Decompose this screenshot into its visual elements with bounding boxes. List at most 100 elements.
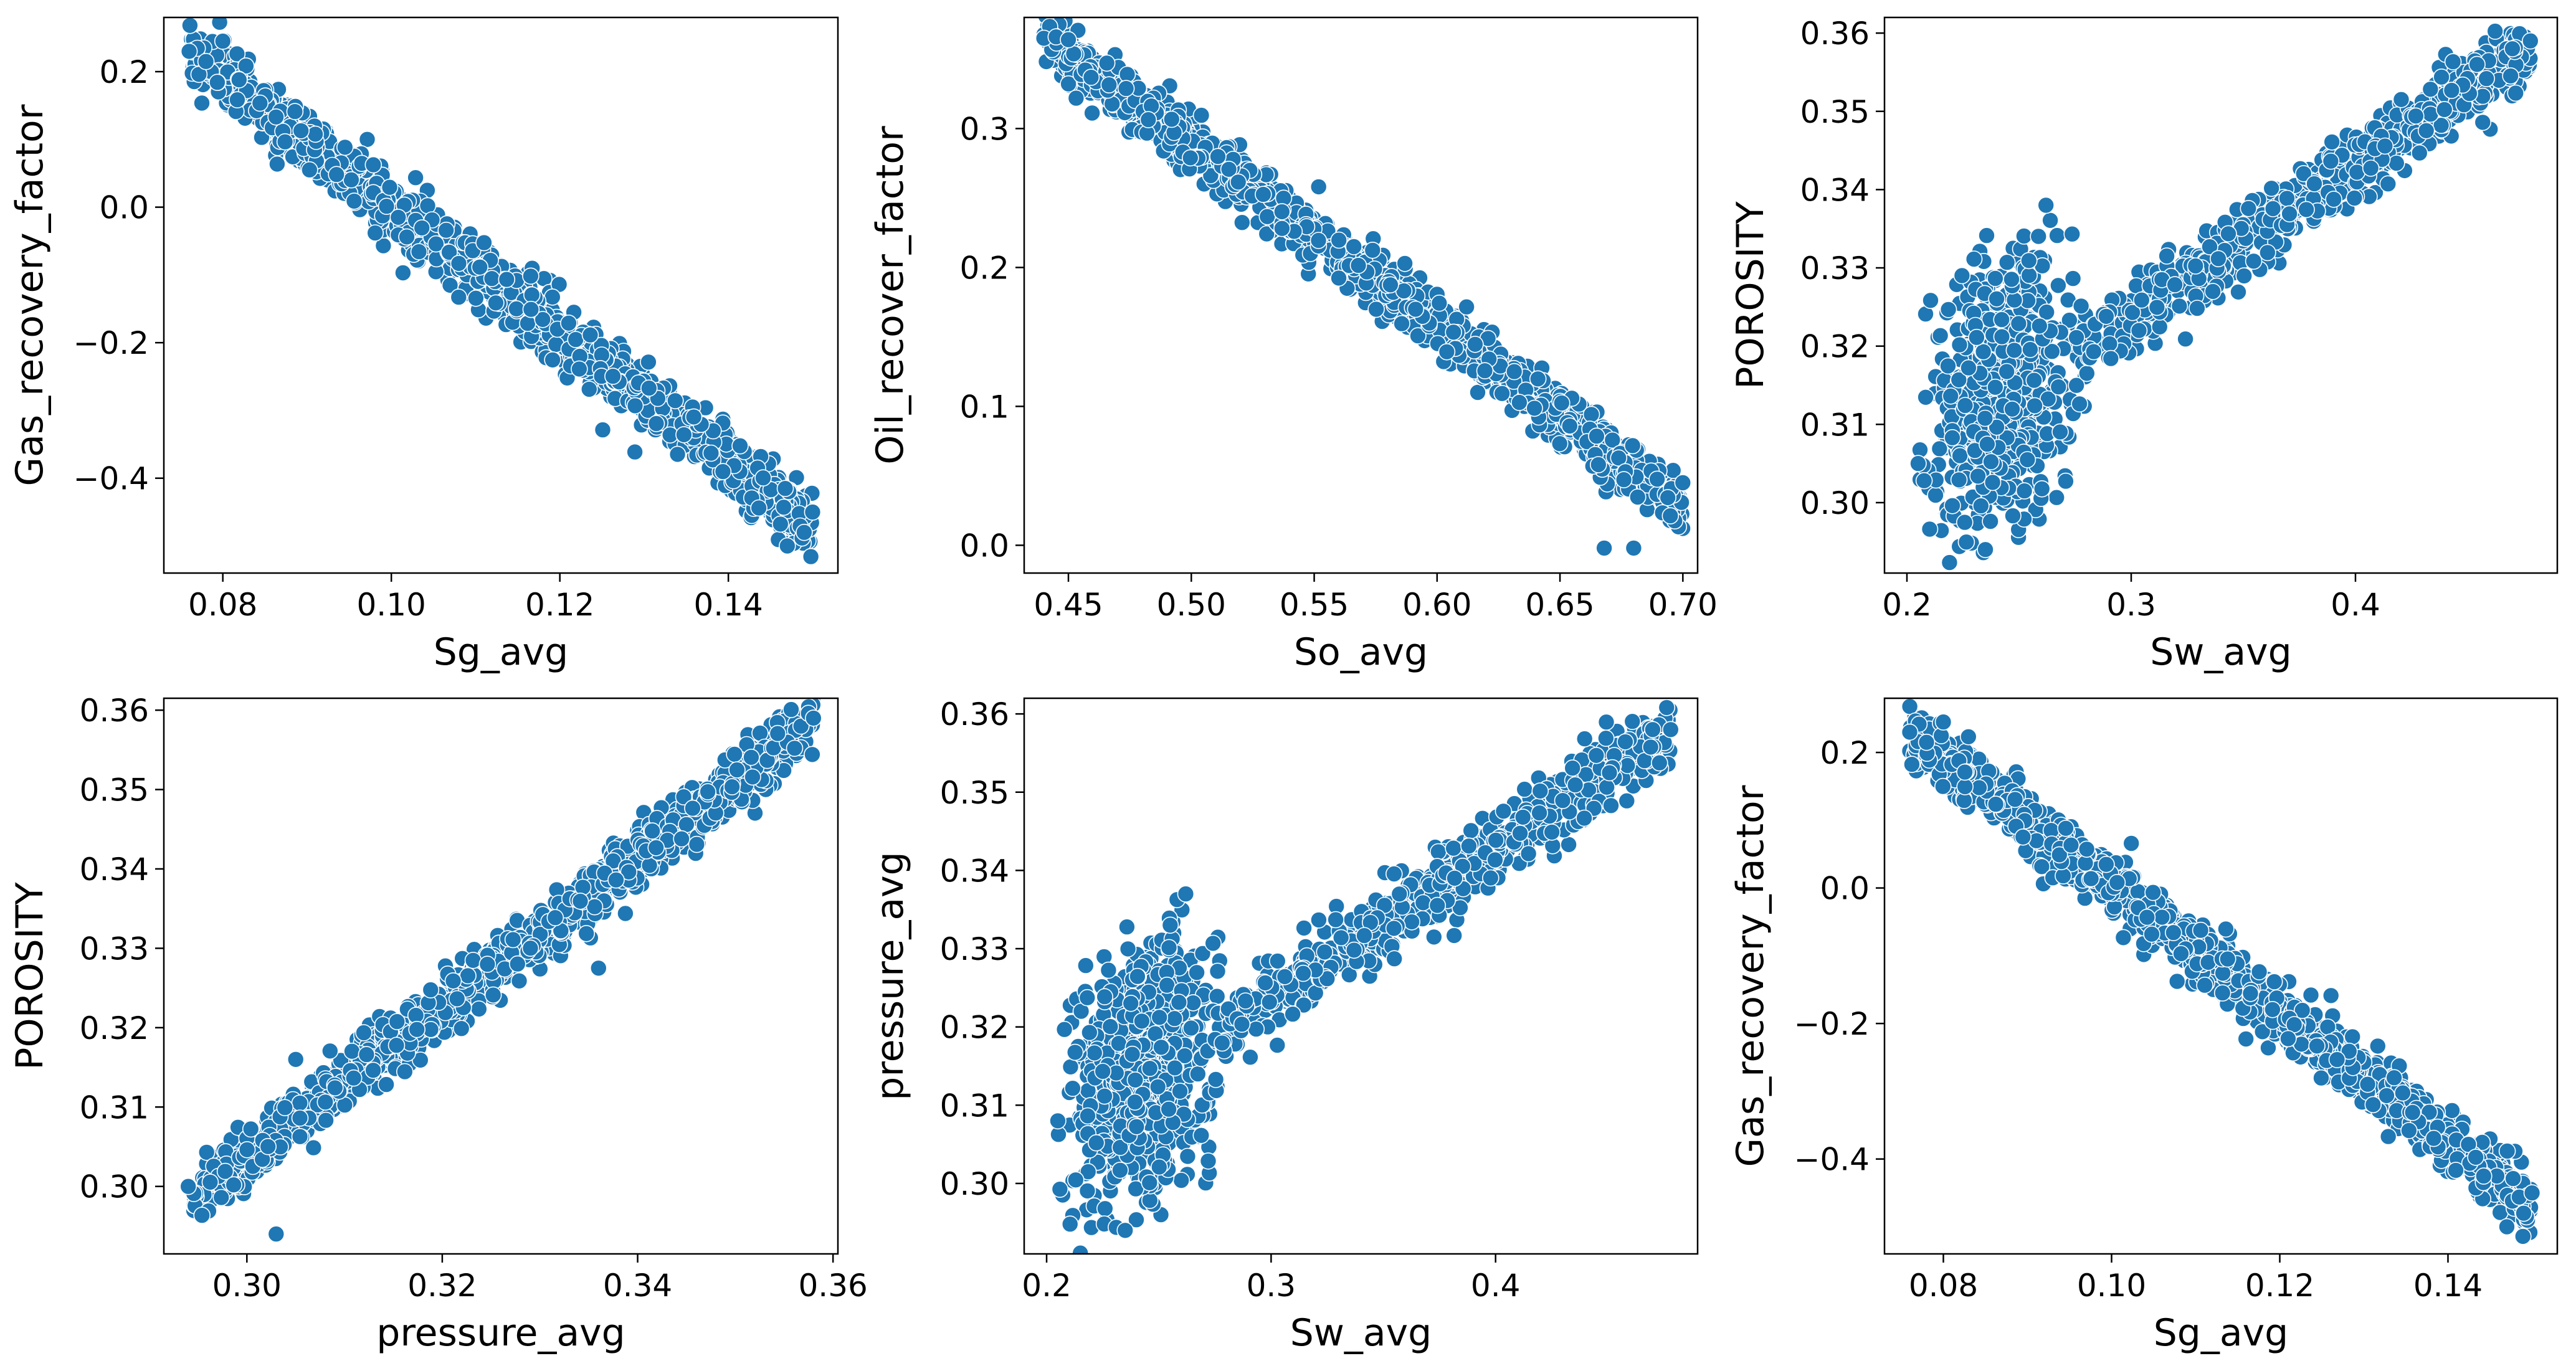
- data-point: [2264, 200, 2282, 217]
- data-point: [1661, 507, 1680, 524]
- data-point: [1976, 409, 1994, 427]
- data-point: [2037, 196, 2055, 214]
- data-point: [1953, 267, 1971, 285]
- data-point: [2230, 283, 2247, 301]
- x-tick-label: 0.12: [525, 587, 594, 623]
- data-point: [772, 515, 789, 533]
- data-point: [1909, 455, 1927, 472]
- data-point: [2278, 189, 2296, 207]
- data-point: [328, 166, 346, 184]
- data-point: [2433, 69, 2450, 86]
- data-point: [796, 523, 813, 541]
- data-point: [1192, 107, 1210, 124]
- data-point: [2323, 133, 2341, 151]
- data-point: [2124, 303, 2141, 321]
- data-point: [2020, 252, 2038, 270]
- y-tick-label: 0.34: [1800, 172, 1870, 208]
- data-point: [1330, 231, 1347, 249]
- data-point: [2025, 371, 2043, 389]
- data-point: [475, 234, 493, 252]
- data-point: [2151, 318, 2169, 336]
- x-axis-label: Sg_avg: [434, 630, 569, 674]
- data-point: [467, 289, 485, 307]
- data-point: [804, 503, 822, 521]
- data-point: [2240, 199, 2258, 217]
- data-point: [1582, 406, 1600, 424]
- data-point: [1561, 417, 1579, 435]
- data-point: [2187, 257, 2205, 275]
- data-point: [1623, 437, 1642, 455]
- data-point: [2507, 84, 2524, 102]
- data-point: [1505, 363, 1523, 381]
- data-point: [2048, 227, 2066, 244]
- data-point: [1998, 254, 2016, 272]
- scatter-points: [179, 698, 822, 1243]
- data-point: [1100, 76, 1118, 93]
- data-point: [2022, 341, 2039, 358]
- x-tick-label: 0.70: [1648, 587, 1718, 623]
- data-point: [1364, 241, 1382, 259]
- data-point: [2392, 91, 2410, 108]
- data-point: [1551, 435, 1569, 453]
- x-tick-label: 0.14: [694, 587, 763, 623]
- data-point: [1393, 315, 1410, 333]
- data-point: [1309, 232, 1328, 249]
- data-point: [1982, 513, 1999, 530]
- data-point: [1944, 429, 1961, 447]
- data-point: [2417, 122, 2435, 140]
- data-point: [1993, 328, 2011, 346]
- data-point: [1163, 110, 1181, 128]
- data-point: [2048, 488, 2065, 506]
- data-point: [2379, 175, 2397, 193]
- data-point: [523, 286, 541, 304]
- data-point: [1082, 69, 1100, 86]
- y-tick-label: 0.30: [1800, 485, 1870, 521]
- data-point: [1511, 394, 1528, 411]
- data-point: [1255, 186, 1272, 203]
- data-point: [2033, 480, 2051, 498]
- data-point: [731, 437, 749, 455]
- data-point: [1526, 399, 1543, 417]
- data-point: [1409, 327, 1427, 344]
- data-point: [1960, 359, 1977, 377]
- data-point: [470, 1000, 488, 1018]
- data-point: [2085, 343, 2103, 361]
- data-point: [1998, 363, 2015, 381]
- data-point: [1430, 294, 1448, 312]
- scatter-points: [1909, 22, 2539, 571]
- data-point: [2388, 154, 2405, 172]
- data-point: [560, 314, 577, 332]
- data-point: [522, 300, 540, 318]
- data-point: [571, 360, 588, 378]
- data-point: [1458, 298, 1475, 316]
- data-point: [394, 264, 412, 282]
- y-tick-label: 0.32: [1800, 329, 1870, 365]
- y-tick-label: 0.2: [959, 250, 1009, 286]
- data-point: [2068, 329, 2085, 346]
- data-point: [1595, 539, 1613, 557]
- data-point: [1993, 311, 2010, 328]
- data-point: [345, 192, 363, 210]
- data-point: [1098, 54, 1116, 72]
- y-tick-label: 0.36: [1800, 16, 1870, 52]
- data-point: [776, 480, 794, 498]
- data-point: [2201, 238, 2218, 255]
- data-point: [2474, 113, 2492, 131]
- data-point: [1922, 292, 1939, 310]
- x-tick-label: 0.65: [1525, 587, 1594, 623]
- data-point: [2166, 276, 2184, 293]
- y-tick-label: 0.0: [959, 528, 1009, 564]
- data-point: [427, 235, 445, 253]
- data-point: [1588, 427, 1605, 445]
- data-point: [276, 133, 294, 151]
- data-point: [702, 444, 720, 462]
- data-point: [1083, 104, 1101, 122]
- data-point: [508, 300, 525, 318]
- data-point: [181, 17, 199, 34]
- data-point: [519, 315, 536, 332]
- x-tick-label: 0.2: [1882, 587, 1932, 623]
- data-point: [2031, 317, 2048, 335]
- data-point: [685, 408, 703, 426]
- data-point: [2130, 321, 2148, 339]
- x-tick-label: 0.50: [1157, 587, 1226, 623]
